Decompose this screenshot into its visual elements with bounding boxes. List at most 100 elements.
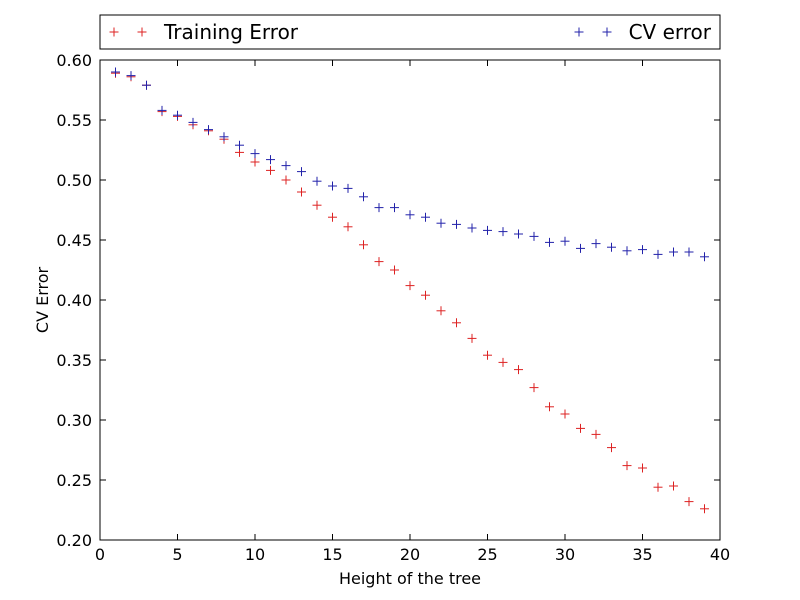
- cv-error-point: [390, 203, 399, 213]
- cv-error-point: [669, 247, 678, 257]
- training-error-point: [374, 257, 384, 267]
- cv-error-point: [436, 218, 446, 228]
- cv-error-point: [142, 80, 151, 90]
- cv-error-point: [700, 252, 709, 262]
- training-error-point: [312, 200, 322, 210]
- training-error-point: [359, 240, 368, 250]
- x-tick-label: 40: [710, 545, 730, 564]
- cv-error-point: [250, 149, 260, 159]
- training-error-point: [343, 222, 353, 232]
- training-error-point: [498, 357, 508, 367]
- cv-error-point: [638, 245, 647, 255]
- training-error-point: [607, 443, 616, 453]
- cv-error-point: [126, 71, 136, 81]
- y-tick-label: 0.20: [56, 531, 92, 550]
- cv-error-point: [483, 225, 492, 235]
- cv-error-point: [576, 243, 585, 253]
- cv-error-point: [405, 210, 415, 220]
- training-error-point: [390, 265, 399, 275]
- training-error-point: [266, 165, 275, 175]
- cv-error-point: [312, 176, 322, 186]
- training-error-point: [452, 318, 461, 328]
- training-error-point: [328, 212, 337, 222]
- cv-error-point: [498, 227, 508, 237]
- training-error-point: [483, 350, 492, 360]
- training-error-point: [653, 482, 663, 492]
- x-tick-label: 5: [172, 545, 182, 564]
- cv-error-point: [467, 223, 477, 233]
- legend-box: [99, 14, 721, 50]
- legend-marker-cv-error: [602, 27, 612, 37]
- training-error-point: [669, 481, 678, 491]
- training-error-point: [700, 504, 709, 514]
- training-error-point: [250, 157, 260, 167]
- cv-error-point: [266, 155, 275, 165]
- cv-error-point: [374, 203, 384, 213]
- cv-error-point: [173, 110, 182, 120]
- legend: Training Error CV error: [99, 14, 721, 50]
- legend-marker-training-error: [109, 27, 119, 37]
- cv-error-point: [359, 192, 368, 202]
- cv-error-point: [653, 249, 663, 259]
- cv-error-point: [560, 236, 570, 246]
- cv-error-point: [591, 239, 601, 249]
- axis-ticks: 0 5 10 15 20 25 30 35 40 0.20 0.25 0.30 0.35 0.40 0.45…: [56, 51, 730, 564]
- training-error-point: [514, 365, 523, 375]
- cv-error-point: [157, 105, 167, 115]
- training-error-point: [622, 461, 632, 471]
- cv-error-point: [297, 167, 306, 177]
- training-error-point: [436, 306, 446, 316]
- y-tick-label: 0.50: [56, 171, 92, 190]
- cv-error-point: [684, 247, 694, 257]
- training-error-point: [405, 281, 415, 291]
- cv-error-point: [343, 183, 353, 193]
- cv-error-point: [452, 219, 461, 229]
- cv-error-point: [111, 67, 120, 77]
- x-tick-label: 35: [632, 545, 652, 564]
- training-error-point: [281, 175, 291, 185]
- training-error-point: [467, 333, 477, 343]
- cv-error-point: [622, 246, 632, 256]
- y-axis-title: CV Error: [33, 266, 52, 333]
- legend-label-cv-error: CV error: [629, 20, 712, 44]
- cv-error-point: [188, 117, 198, 127]
- x-axis-title: Height of the tree: [339, 569, 481, 588]
- training-error-point: [545, 402, 554, 412]
- cv-error-point: [235, 140, 244, 150]
- x-tick-label: 30: [555, 545, 575, 564]
- x-tick-label: 20: [400, 545, 420, 564]
- y-tick-label: 0.55: [56, 111, 92, 130]
- x-tick-label: 0: [95, 545, 105, 564]
- data-points: [111, 67, 709, 514]
- training-error-point: [560, 409, 570, 419]
- training-error-point: [638, 463, 647, 473]
- cv-error-point: [204, 125, 213, 135]
- y-tick-label: 0.35: [56, 351, 92, 370]
- plot-area: [99, 59, 721, 541]
- x-tick-label: 25: [477, 545, 497, 564]
- cv-error-point: [219, 132, 229, 142]
- legend-label-training-error: Training Error: [163, 20, 299, 44]
- training-error-point: [529, 383, 539, 393]
- x-tick-label: 15: [322, 545, 342, 564]
- y-tick-label: 0.30: [56, 411, 92, 430]
- training-error-point: [421, 290, 430, 300]
- y-tick-label: 0.40: [56, 291, 92, 310]
- cv-error-point: [328, 181, 337, 191]
- legend-markers: [109, 27, 612, 37]
- training-error-point: [576, 423, 585, 433]
- cv-error-point: [545, 237, 554, 247]
- training-error-point: [591, 429, 601, 439]
- x-tick-label: 10: [245, 545, 265, 564]
- cv-error-point: [514, 229, 523, 239]
- cv-error-point: [281, 161, 291, 171]
- cv-error-point: [607, 242, 616, 252]
- training-error-point: [297, 187, 306, 197]
- y-tick-label: 0.60: [56, 51, 92, 70]
- y-tick-label: 0.25: [56, 471, 92, 490]
- cv-error-point: [421, 212, 430, 222]
- y-tick-label: 0.45: [56, 231, 92, 250]
- legend-marker-training-error: [137, 27, 147, 37]
- training-error-point: [684, 497, 694, 507]
